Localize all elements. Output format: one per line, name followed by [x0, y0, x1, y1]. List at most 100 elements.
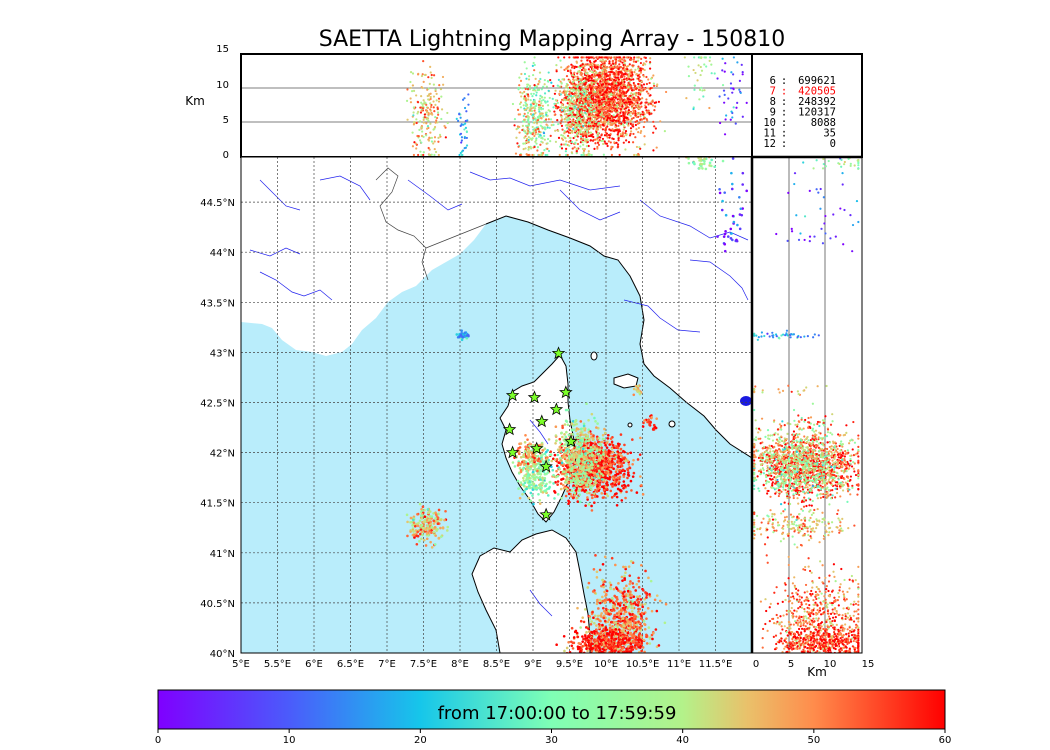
altitude-source [529, 103, 532, 106]
altitude-source [633, 71, 636, 74]
altitude-source [536, 88, 539, 92]
altitude-source [592, 75, 595, 78]
altitude-source [582, 87, 585, 90]
altitude-source [579, 130, 582, 133]
lightning-source [582, 486, 586, 489]
altitude-source [463, 128, 466, 131]
altitude-source [577, 77, 580, 80]
altitude-source [605, 99, 608, 102]
altitude-source [641, 110, 644, 113]
lightning-source [616, 442, 620, 446]
altitude-source [721, 84, 725, 87]
lightning-source [610, 447, 614, 450]
lightning-source [615, 495, 619, 499]
altitude-source [569, 126, 573, 129]
altitude-source [652, 84, 656, 87]
altitude-source [584, 102, 587, 105]
altitude-source [727, 97, 730, 100]
altitude-source [566, 130, 569, 133]
altitude-source [723, 93, 726, 96]
altitude-source [574, 95, 578, 99]
lightning-source [589, 479, 593, 483]
lightning-source [616, 476, 620, 480]
altitude-source [579, 78, 583, 81]
altitude-source [579, 108, 582, 111]
altitude-source [723, 70, 726, 73]
lightning-source [626, 452, 630, 455]
altitude-source [581, 99, 584, 102]
altitude-source [643, 120, 646, 124]
altitude-source [580, 68, 584, 72]
altitude-source [524, 147, 527, 150]
altitude-source [582, 143, 585, 146]
altitude-source [616, 105, 619, 108]
lightning-source [615, 468, 619, 471]
altitude-source [638, 79, 641, 82]
lightning-source [590, 412, 594, 416]
map-grid [241, 157, 752, 653]
altitude-source [464, 122, 467, 125]
altitude-source [564, 150, 567, 153]
station-count-sep: : [781, 128, 787, 140]
altitude-source [649, 87, 652, 90]
altitude-source [422, 121, 425, 124]
lightning-source [556, 474, 560, 478]
altitude-source [623, 56, 626, 59]
altitude-source [574, 113, 577, 117]
lightning-source [571, 420, 575, 423]
lightning-source [590, 435, 593, 439]
lightning-source [588, 437, 591, 441]
altitude-source [546, 114, 549, 117]
altitude-source [552, 106, 555, 109]
altitude-source [700, 69, 704, 72]
altitude-source [405, 99, 409, 102]
altitude-source [585, 145, 589, 148]
altitude-source [567, 94, 571, 98]
altitude-source [657, 100, 661, 103]
altitude-source [515, 136, 518, 139]
lightning-source [603, 427, 606, 431]
altitude-source [574, 106, 577, 109]
altitude-source [614, 100, 617, 104]
lightning-source [616, 465, 620, 469]
altitude-source [626, 106, 629, 109]
lightning-source [596, 453, 600, 456]
lightning-source [606, 433, 610, 437]
altitude-source [423, 101, 426, 104]
altitude-source [622, 141, 625, 144]
altitude-source [635, 56, 639, 59]
altitude-source [535, 102, 538, 105]
altitude-source [594, 82, 597, 85]
altitude-source [631, 98, 634, 101]
lightning-source [615, 492, 618, 495]
altitude-source [617, 139, 620, 142]
altitude-source [532, 73, 535, 77]
altitude-source [565, 118, 569, 122]
altitude-source [532, 89, 535, 92]
altitude-source [619, 132, 622, 136]
altitude-source [608, 60, 611, 63]
altitude-source [516, 108, 520, 111]
altitude-source [630, 84, 633, 87]
lightning-source [600, 492, 604, 495]
altitude-source [426, 94, 429, 98]
altitude-source [566, 109, 569, 112]
lightning-source [517, 487, 520, 490]
altitude-source [634, 84, 637, 87]
altitude-source [544, 101, 547, 104]
altitude-source [608, 77, 611, 80]
altitude-source [545, 123, 548, 126]
lightning-source [620, 499, 624, 502]
altitude-source [523, 108, 526, 112]
altitude-source [610, 114, 613, 118]
altitude-source [609, 141, 612, 144]
altitude-source [583, 128, 587, 131]
lightning-source [616, 480, 620, 483]
altitude-source [566, 86, 569, 89]
lightning-source [595, 435, 599, 439]
lightning-source [555, 439, 558, 442]
altitude-source [574, 141, 577, 144]
altitude-source [601, 62, 604, 65]
altitude-source [527, 124, 530, 127]
altitude-source [533, 56, 536, 59]
